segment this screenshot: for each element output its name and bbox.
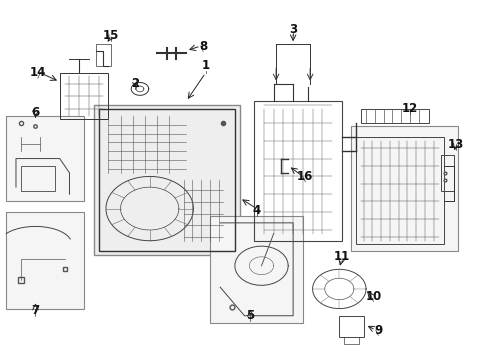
Bar xyxy=(60,73,108,119)
Text: 3: 3 xyxy=(288,23,297,36)
Text: 10: 10 xyxy=(365,289,381,303)
Bar xyxy=(6,212,84,309)
Bar xyxy=(339,316,363,337)
Bar xyxy=(21,166,55,191)
Text: 8: 8 xyxy=(199,40,207,53)
Bar xyxy=(96,44,111,66)
Text: 6: 6 xyxy=(31,105,40,119)
Text: 12: 12 xyxy=(401,102,417,115)
Text: 13: 13 xyxy=(447,138,463,151)
Bar xyxy=(210,216,302,323)
Bar xyxy=(441,155,453,191)
Text: 9: 9 xyxy=(373,324,382,337)
Bar xyxy=(361,109,428,123)
Bar xyxy=(6,116,84,202)
Text: 11: 11 xyxy=(333,250,349,263)
Bar xyxy=(99,109,234,251)
Text: 2: 2 xyxy=(131,77,139,90)
Text: 7: 7 xyxy=(31,304,40,317)
Text: 16: 16 xyxy=(297,170,313,183)
Bar xyxy=(94,105,239,255)
Text: 15: 15 xyxy=(102,29,119,42)
Bar xyxy=(351,126,458,251)
Text: 4: 4 xyxy=(252,204,260,217)
Bar xyxy=(254,102,341,241)
Text: 5: 5 xyxy=(245,309,254,322)
Text: 1: 1 xyxy=(201,59,209,72)
Bar xyxy=(356,137,443,244)
Text: 14: 14 xyxy=(30,66,46,79)
